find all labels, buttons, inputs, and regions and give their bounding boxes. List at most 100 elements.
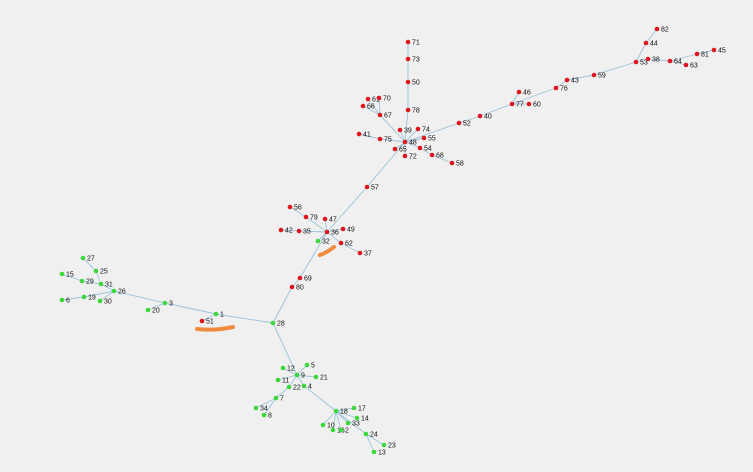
node-label: 79 [310, 214, 318, 221]
edge [335, 410, 367, 435]
edge [669, 53, 698, 62]
node [354, 415, 360, 421]
edge [298, 230, 328, 233]
node-label: 51 [206, 318, 214, 325]
node [111, 288, 117, 294]
node-label: 39 [404, 127, 412, 134]
node [213, 311, 219, 317]
node [417, 145, 423, 151]
node-label: 67 [384, 112, 392, 119]
edge [332, 410, 337, 431]
node [633, 59, 639, 65]
edge [113, 290, 166, 304]
node [683, 62, 689, 68]
node-label: 14 [361, 415, 369, 422]
node-label: 6 [66, 297, 70, 304]
node [303, 214, 309, 220]
edge [404, 109, 409, 143]
edge [335, 410, 342, 431]
node-label: 15 [66, 271, 74, 278]
edge [404, 122, 460, 143]
node [553, 85, 559, 91]
node [667, 58, 673, 64]
node-label: 38 [652, 56, 660, 63]
edge [100, 283, 115, 292]
node-label: 48 [409, 139, 417, 146]
edge [326, 231, 342, 244]
edge [289, 206, 307, 218]
edge [277, 374, 298, 381]
node [371, 449, 377, 455]
node-label: 32 [322, 238, 330, 245]
node [286, 384, 292, 390]
node-label: 64 [674, 58, 682, 65]
node [80, 255, 86, 261]
node [278, 227, 284, 233]
node [81, 294, 87, 300]
node-label: 81 [701, 51, 709, 58]
node [253, 405, 259, 411]
node [340, 226, 346, 232]
edge [367, 98, 381, 116]
node [711, 47, 717, 53]
node-label: 59 [598, 72, 606, 79]
node-label: 27 [87, 255, 95, 262]
node-label: 45 [718, 47, 726, 54]
node [273, 395, 279, 401]
node [79, 278, 85, 284]
node [405, 107, 411, 113]
node-label: 56 [294, 204, 302, 211]
node [381, 442, 387, 448]
edge [272, 286, 293, 324]
edge [635, 42, 647, 63]
node [654, 26, 660, 32]
edge [647, 58, 671, 62]
node-label: 72 [409, 153, 417, 160]
node [377, 112, 383, 118]
node-label: 52 [463, 120, 471, 127]
node [297, 275, 303, 281]
node [357, 250, 363, 256]
node [564, 77, 570, 83]
node-label: 47 [329, 216, 337, 223]
edge [419, 147, 433, 156]
node-label: 20 [152, 307, 160, 314]
node-label: 24 [370, 431, 378, 438]
node [313, 374, 319, 380]
node-label: 73 [412, 56, 420, 63]
edge [458, 115, 481, 124]
node [421, 135, 427, 141]
node [526, 101, 532, 107]
node-label: 66 [367, 103, 375, 110]
node-label: 62 [345, 240, 353, 247]
node [449, 160, 455, 166]
node-label: 42 [285, 227, 293, 234]
node-label: 3 [169, 300, 173, 307]
edge [296, 374, 317, 378]
node [643, 40, 649, 46]
node-label: 36 [331, 229, 339, 236]
node-label: 53 [640, 59, 648, 66]
node-label: 68 [436, 152, 444, 159]
edge [404, 141, 421, 149]
node [356, 131, 362, 137]
edge [83, 290, 115, 298]
node-label: 2 [345, 427, 349, 434]
node-label: 54 [424, 145, 432, 152]
node-label: 4 [308, 383, 312, 390]
edge [82, 257, 97, 272]
node [397, 127, 403, 133]
node [315, 238, 321, 244]
node-label: 82 [661, 26, 669, 33]
node-label: 43 [571, 77, 579, 84]
node [289, 284, 295, 290]
edge [335, 407, 355, 412]
node-label: 8 [268, 412, 272, 419]
node-label: 77 [516, 101, 524, 108]
annotation-scribble [195, 325, 235, 332]
node-label: 71 [412, 39, 420, 46]
node-label: 65 [399, 146, 407, 153]
edge [379, 138, 406, 143]
node-label: 5 [311, 362, 315, 369]
